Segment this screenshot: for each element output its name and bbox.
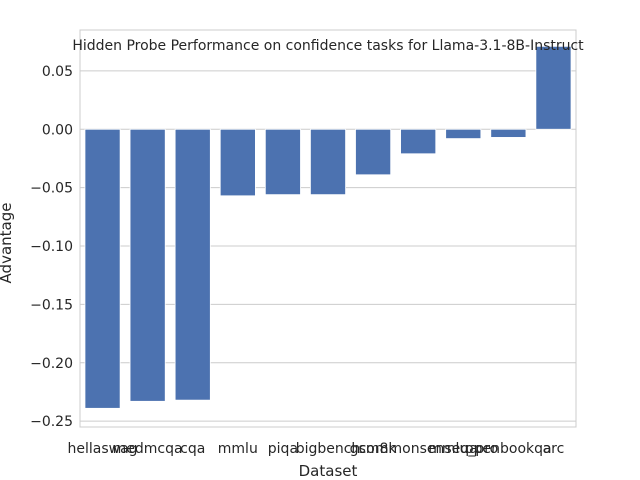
- y-tick-label: −0.20: [30, 356, 73, 372]
- bar-piqa: [264, 128, 301, 196]
- chart-title: Hidden Probe Performance on confidence t…: [72, 38, 584, 54]
- x-tick-label: openbookqa: [465, 441, 552, 457]
- x-tick-label: cqa: [180, 441, 205, 457]
- x-tick-label: hellaswag: [68, 441, 138, 457]
- bar-mmlu: [219, 128, 256, 197]
- bar-commonsenseqa: [400, 128, 437, 155]
- y-axis-label: Advantage: [0, 203, 15, 284]
- y-tick-label: 0.00: [42, 122, 73, 138]
- bar-openbookqa: [490, 128, 527, 138]
- y-tick-labels: −0.25 −0.20 −0.15 −0.10 −0.05 0.00 0.05: [30, 64, 73, 430]
- y-tick-label: −0.15: [30, 297, 73, 313]
- bars: [84, 45, 572, 409]
- x-tick-label: medmcqa: [113, 441, 183, 457]
- y-tick-label: −0.05: [30, 181, 73, 197]
- bar-gsm8k: [355, 128, 392, 176]
- x-tick-label: mmlu_pro: [428, 441, 498, 457]
- x-tick-label: mmlu: [218, 441, 258, 457]
- bar-cqa: [174, 128, 211, 401]
- x-tick-label: commonsenseqa: [359, 441, 478, 457]
- bar-medmcqa: [129, 128, 166, 402]
- x-axis-label: Dataset: [299, 462, 358, 480]
- y-tick-label: −0.25: [30, 414, 73, 430]
- bar-mmlu_pro: [445, 128, 482, 139]
- y-tick-label: −0.10: [30, 239, 73, 255]
- x-tick-label: gsm8k: [350, 441, 398, 457]
- x-tick-label: arc: [543, 441, 565, 457]
- x-tick-label: bigbench: [296, 441, 361, 457]
- bar-hellaswag: [84, 128, 121, 409]
- bar-bigbench: [310, 128, 346, 196]
- x-tick-label: piqa: [268, 441, 298, 457]
- bar-arc: [535, 45, 572, 130]
- y-tick-label: 0.05: [42, 64, 73, 80]
